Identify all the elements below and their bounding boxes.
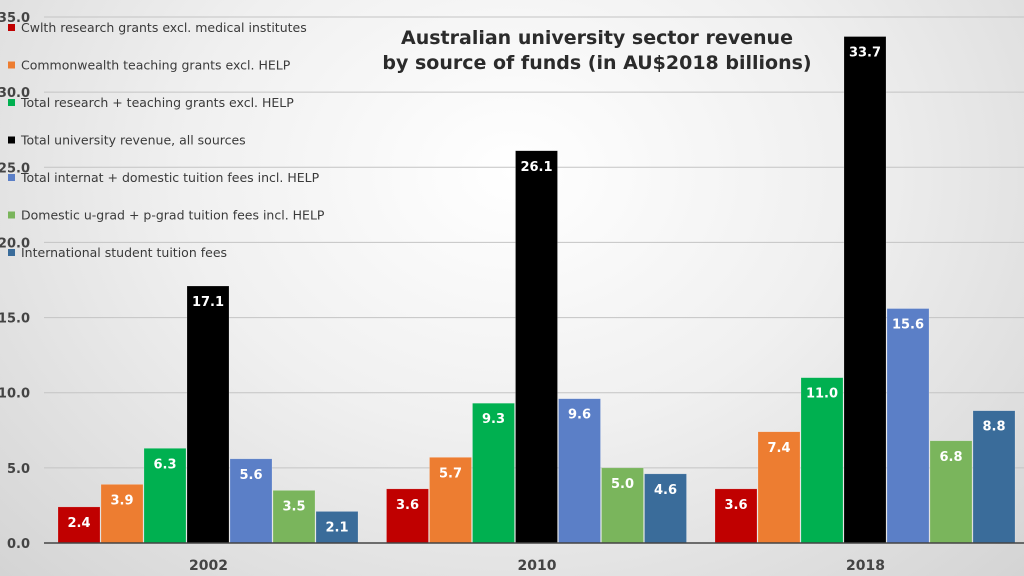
bar [843, 36, 887, 544]
legend-swatch [8, 174, 15, 181]
bar [644, 473, 687, 544]
bar [601, 467, 644, 544]
x-tick-label: 2018 [846, 558, 885, 574]
y-tick-label: 30.0 [0, 86, 30, 101]
y-tick-label: 35.0 [0, 11, 30, 26]
bar [515, 150, 558, 544]
bar-data-label: 6.8 [939, 450, 962, 465]
bar [929, 440, 973, 544]
bar [143, 448, 187, 544]
y-tick-label: 25.0 [0, 161, 30, 176]
bar [315, 511, 359, 544]
bar [472, 402, 515, 544]
bar [229, 458, 273, 544]
bar [57, 506, 101, 544]
y-axis: 0.0 5.0 10.0 15.0 20.0 25.0 30.0 35.0 [0, 11, 30, 552]
chart-title-line-1: Australian university sector revenue [401, 27, 793, 49]
legend-swatch [8, 24, 15, 31]
bar-data-label: 17.1 [192, 295, 224, 310]
bar-data-label: 5.6 [239, 468, 262, 483]
bar-data-label: 3.6 [396, 498, 419, 513]
legend-label: Cwlth research grants excl. medical inst… [21, 20, 307, 35]
bar [186, 285, 230, 544]
bar [272, 490, 316, 544]
bar-data-label: 5.7 [439, 466, 462, 481]
legend: Cwlth research grants excl. medical inst… [8, 20, 325, 260]
bar-data-label: 7.4 [767, 441, 790, 456]
legend-label: International student tuition fees [21, 245, 227, 260]
legend-swatch [8, 249, 15, 256]
bar [100, 484, 144, 544]
bar [386, 488, 429, 544]
bar-data-label: 2.1 [325, 520, 348, 535]
legend-label: Total research + teaching grants excl. H… [20, 95, 294, 110]
x-tick-label: 2010 [518, 558, 557, 574]
legend-label: Total internat + domestic tuition fees i… [20, 170, 320, 185]
x-tick-label: 2002 [189, 558, 228, 574]
legend-label: Commonwealth teaching grants excl. HELP [21, 58, 291, 73]
y-tick-label: 10.0 [0, 387, 30, 402]
legend-swatch [8, 211, 15, 219]
bar-data-label: 9.6 [568, 408, 591, 423]
bar [800, 377, 844, 544]
bar [972, 410, 1016, 544]
bar [757, 431, 801, 544]
bar [714, 488, 758, 544]
bar-data-label: 3.6 [724, 498, 747, 513]
y-tick-label: 15.0 [0, 312, 30, 327]
bar-data-label: 8.8 [982, 420, 1005, 435]
bar [886, 308, 930, 544]
legend-swatch [8, 99, 15, 106]
bar-data-label: 11.0 [806, 387, 838, 402]
bar [429, 457, 472, 544]
legend-label: Domestic u-grad + p-grad tuition fees in… [21, 208, 325, 223]
bar [558, 398, 601, 544]
bar-data-label: 15.6 [892, 318, 924, 333]
y-tick-label: 5.0 [7, 462, 30, 477]
bar-data-label: 9.3 [482, 412, 505, 427]
x-axis: 2002 2010 2018 [44, 542, 1024, 574]
bar-data-label: 3.9 [110, 493, 133, 508]
y-tick-label: 0.0 [7, 537, 30, 552]
bar-data-label: 4.6 [654, 483, 677, 498]
bar-data-label: 6.3 [153, 457, 176, 472]
bar-data-label: 3.5 [282, 499, 305, 514]
chart-title-line-2: by source of funds (in AU$2018 billions) [382, 52, 811, 74]
legend-label: Total university revenue, all sources [20, 133, 246, 148]
bar-data-label: 26.1 [520, 160, 552, 175]
bar-data-label: 5.0 [611, 477, 634, 492]
bar-data-label: 33.7 [849, 46, 881, 61]
legend-swatch [8, 136, 15, 144]
bar-data-label: 2.4 [67, 516, 90, 531]
legend-swatch [8, 61, 15, 69]
y-tick-label: 20.0 [0, 236, 30, 251]
bars: 2.4 3.9 6.3 17.1 5.6 3.5 2.1 3.6 5.7 9.3 26.1 9.6 5.… [57, 36, 1016, 544]
